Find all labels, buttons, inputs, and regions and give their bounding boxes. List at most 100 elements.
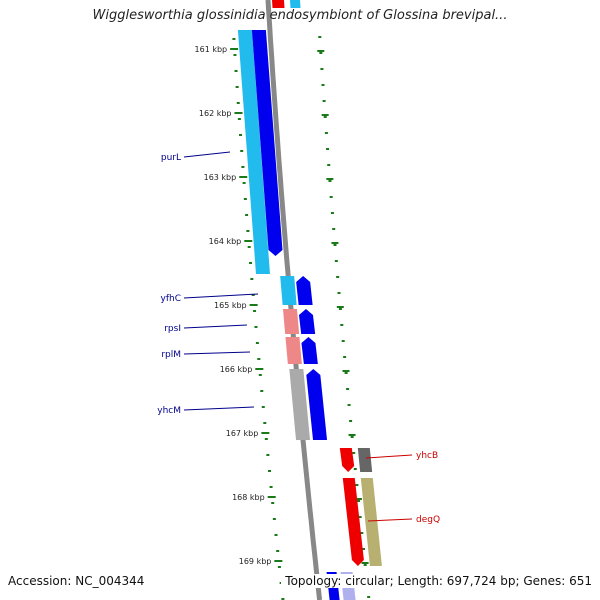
gene-label-yhcb[interactable]: yhcB [416, 451, 438, 461]
gene-yhcM-strand [306, 369, 328, 440]
outer-tick-mark [323, 116, 327, 118]
major-tick-mark [239, 176, 248, 178]
minor-tick-mark [264, 438, 268, 440]
outer-tick-mark [355, 484, 359, 486]
minor-tick-mark [271, 502, 275, 504]
outer-tick-mark [352, 452, 356, 454]
outer-tick-mark [363, 564, 367, 566]
gene-degQ-cog-bar [360, 478, 382, 566]
outer-tick-mark [318, 36, 322, 38]
gene-leader-line [183, 293, 259, 299]
gene-label-purl[interactable]: purL [161, 153, 181, 163]
major-tick-mark [274, 560, 283, 562]
outer-tick-mark [329, 196, 333, 198]
major-tick-mark [244, 240, 253, 242]
minor-tick-mark [251, 294, 255, 296]
gene-feature [272, 0, 285, 8]
accession-text: Accession: NC_004344 [8, 574, 145, 588]
major-tick-mark [230, 48, 239, 50]
outer-tick-mark [327, 164, 331, 166]
gene-label-rplm[interactable]: rplM [161, 350, 181, 360]
gene-label-rpsi[interactable]: rpsI [164, 324, 181, 334]
outer-tick-mark [349, 420, 353, 422]
minor-tick-mark [277, 566, 281, 568]
outer-tick-mark [346, 388, 350, 390]
minor-tick-mark [241, 166, 245, 168]
minor-tick-mark [266, 454, 270, 456]
minor-tick-mark [269, 486, 273, 488]
tick-label: 166 kbp [220, 365, 253, 374]
gene-label-degq[interactable]: degQ [416, 515, 440, 525]
gene-yhcM-cog-bar [289, 369, 311, 440]
gene-leader-line [367, 518, 413, 522]
outer-tick-mark [340, 324, 344, 326]
minor-tick-mark [245, 214, 249, 216]
outer-major-tick [354, 498, 362, 500]
gene-rpsI-cog-bar [282, 309, 300, 334]
minor-tick-mark [243, 198, 247, 200]
tick-label: 169 kbp [239, 557, 272, 566]
outer-tick-mark [357, 500, 360, 502]
outer-tick-mark [337, 292, 341, 294]
outer-tick-mark [350, 436, 354, 438]
outer-tick-mark [324, 132, 328, 134]
minor-tick-mark [248, 262, 252, 264]
minor-tick-mark [234, 70, 238, 72]
outer-major-tick [317, 50, 325, 52]
minor-tick-mark [258, 374, 262, 376]
tick-label: 163 kbp [204, 173, 237, 182]
gene-yfhC-cog-bar [280, 276, 297, 305]
outer-tick-mark [321, 84, 325, 86]
gene-label-yhcm[interactable]: yhcM [157, 406, 181, 416]
outer-major-tick [331, 242, 339, 244]
outer-major-tick [361, 562, 369, 564]
major-tick-mark [255, 368, 264, 370]
outer-major-tick [326, 178, 334, 180]
minor-tick-mark [260, 390, 264, 392]
outer-tick-mark [361, 548, 365, 550]
gene-rplM-cog-bar [285, 337, 302, 364]
outer-tick-mark [347, 404, 351, 406]
minor-tick-mark [253, 310, 257, 312]
minor-tick-mark [267, 470, 271, 472]
tick-label: 161 kbp [195, 45, 228, 54]
genome-title: Wigglesworthia glossinidia endosymbiont … [92, 8, 508, 23]
minor-tick-mark [247, 246, 251, 248]
gene-leader-line [183, 151, 231, 158]
minor-tick-mark [272, 518, 276, 520]
outer-major-tick [348, 434, 356, 436]
tick-label: 165 kbp [214, 301, 247, 310]
outer-tick-mark [326, 148, 330, 150]
gene-feature [290, 0, 301, 8]
minor-tick-mark [236, 102, 240, 104]
tick-label: 167 kbp [226, 429, 259, 438]
gene-yhcB-strand [339, 448, 355, 472]
gene-leader-line [183, 351, 251, 355]
tick-label: 162 kbp [199, 109, 232, 118]
outer-tick-mark [333, 244, 337, 246]
gene-label-yfhc[interactable]: yfhC [161, 294, 181, 304]
outer-tick-mark [358, 516, 362, 518]
outer-tick-mark [343, 356, 347, 358]
outer-major-tick [321, 114, 329, 116]
minor-tick-mark [250, 278, 254, 280]
minor-tick-mark [232, 38, 236, 40]
topology-summary: Topology: circular; Length: 697,724 bp; … [281, 574, 592, 588]
outer-tick-mark [336, 276, 340, 278]
minor-tick-mark [255, 342, 259, 344]
gene-leader-line [183, 324, 248, 329]
outer-tick-mark [367, 596, 371, 598]
minor-tick-mark [274, 534, 278, 536]
tick-label: 168 kbp [232, 493, 265, 502]
outer-tick-mark [322, 100, 326, 102]
minor-tick-mark [235, 86, 239, 88]
tick-label: 164 kbp [209, 237, 242, 246]
label-layer: purL yfhC rpsI rplM yhcM yhcB degQ [157, 151, 440, 525]
minor-tick-mark [261, 406, 265, 408]
tick-layer: 161 kbp 162 kbp 163 kbp 164 kbp 165 kbp 166 k… [195, 38, 285, 600]
minor-tick-mark [246, 230, 250, 232]
major-tick-mark [234, 112, 243, 114]
outer-tick-mark [319, 52, 323, 54]
outer-tick-mark [328, 180, 332, 182]
outer-tick-mark [330, 212, 334, 214]
